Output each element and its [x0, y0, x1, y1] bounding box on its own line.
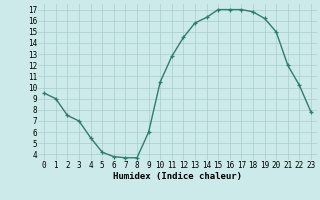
- X-axis label: Humidex (Indice chaleur): Humidex (Indice chaleur): [113, 172, 242, 181]
